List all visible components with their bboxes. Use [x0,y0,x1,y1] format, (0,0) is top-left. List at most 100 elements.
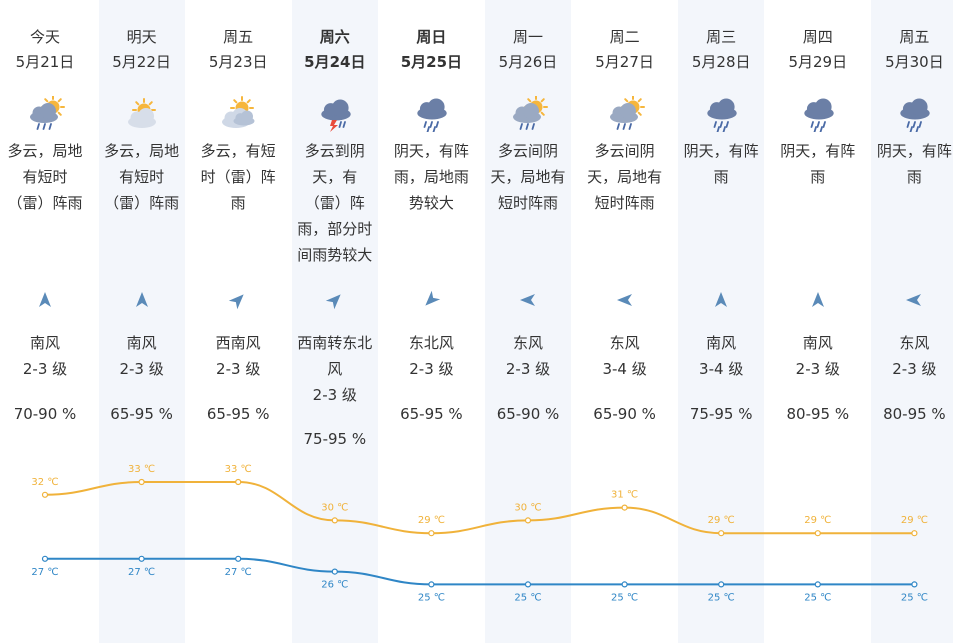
day-name: 周日 [416,28,447,46]
low-temp-point [911,581,918,588]
day-name: 周一 [512,28,543,46]
low-temp-label: 26 ℃ [321,580,348,591]
low-temp-point [235,555,242,562]
humidity: 65-90 % [496,405,560,423]
high-temp-label: 33 ℃ [225,464,252,475]
day-column: 今天 5月21日 多云，局地 有短时 （雷）阵雨 南风 2-3 级 70-90 % [2,0,88,643]
wind-direction-icon [616,294,632,306]
day-date: 5月30日 [885,53,944,71]
weather-description: 多云间阴 天，局地有 短时阵雨 [587,142,663,212]
day-date: 5月21日 [15,53,75,71]
day-column: 明天 5月22日多云，局地 有短时 （雷）阵雨南风 2-3 级 65-95 % [98,0,185,643]
high-temp-label: 29 ℃ [418,515,445,526]
wind-info: 南风 2-3 级 [119,334,164,378]
day-column: 周日 5月25日 阴天，有阵 雨，局地雨 势较大 东北风 2-3 级 65-95 % [388,0,474,643]
wind-direction-icon [39,292,51,307]
day-date: 5月29日 [788,53,848,71]
high-temp-point [911,530,918,537]
high-temp-point [331,517,338,524]
low-temp-line [45,557,915,586]
partly-cloudy-rain-icon [609,96,645,130]
low-temp-point [621,581,628,588]
weather-description: 阴天，有阵雨 [683,142,759,186]
low-temp-label: 25 ℃ [514,592,541,603]
day-date: 5月27日 [595,53,654,71]
weather-description: 阴天，有阵 雨，局地雨 势较大 [393,142,469,212]
partly-cloudy-sun-icon [127,98,156,128]
low-temp-point [331,568,338,575]
weather-description: 多云，有短 时（雷）阵雨 [200,142,276,212]
low-temp-point [718,581,725,588]
weather-description: 阴天，有阵雨 [876,142,952,186]
wind-info: 东风 3-4 级 [602,334,647,378]
humidity: 65-90 % [593,405,656,423]
day-column: 周一 5月26日 多云间阴 天，局地有 短时阵雨 东风 2-3 级 65-90 % [485,0,571,643]
low-temp-point [814,581,821,588]
high-temp-label: 33 ℃ [128,464,155,475]
day-name: 明天 [126,28,157,46]
low-temp-label: 27 ℃ [225,567,252,578]
humidity: 70-90 % [13,405,77,423]
day-name: 周六 [319,28,350,46]
day-date: 5月22日 [112,53,171,71]
low-temp-label: 25 ℃ [611,592,638,603]
wind-info: 南风 2-3 级 [795,334,840,378]
wind-info: 南风 3-4 级 [699,334,744,378]
weather-description: 阴天，有阵雨 [780,142,856,186]
high-temp-point [621,504,628,511]
low-temp-point [41,555,49,562]
high-temp-point [428,530,435,537]
humidity: 80-95 % [786,405,850,423]
day-column: 周四 5月29日阴天，有阵雨南风 2-3 级 80-95 % [775,0,861,643]
wind-direction-icon [520,294,535,306]
low-temp-point [524,581,532,588]
wind-direction-icon [715,292,728,307]
high-temp-label: 31 ℃ [611,490,638,501]
rain-cloud-icon [804,98,834,132]
day-name: 周五 [899,28,930,46]
high-temp-point [814,530,821,537]
wind-direction-icon [325,294,341,310]
day-name: 周三 [706,28,737,46]
wind-direction-icon [135,292,148,307]
wind-info: 东风 2-3 级 [505,334,551,378]
day-column: 周五 5月30日 阴天，有阵雨东风 2-3 级 80-95 % [871,0,953,643]
humidity: 65-95 % [400,405,463,423]
low-temp-label: 25 ℃ [708,592,735,603]
high-temp-point [524,517,532,524]
wind-direction-icon [425,290,441,306]
wind-info: 西南风 2-3 级 [215,334,261,378]
high-temp-label: 30 ℃ [321,502,348,513]
humidity: 75-95 % [303,430,367,448]
day-name: 周四 [802,28,833,46]
wind-direction-icon [228,294,244,310]
day-date: 5月26日 [498,53,558,71]
weather-description: 多云，局地 有短时 （雷）阵雨 [104,142,180,212]
humidity: 65-95 % [110,405,173,423]
humidity: 65-95 % [206,405,270,423]
day-date: 5月24日 [304,53,366,71]
sun-behind-cloud-icon [222,96,255,128]
wind-direction-icon [906,294,922,306]
partly-cloudy-thunder-rain-icon [30,96,65,130]
wind-direction-icon [811,292,824,307]
day-date: 5月23日 [208,53,268,71]
day-name: 周五 [223,28,254,46]
rain-cloud-icon [707,98,737,132]
low-temp-label: 25 ℃ [418,592,445,603]
weather-description: 多云，局地 有短时 （雷）阵雨 [7,142,83,212]
high-temp-point [138,478,145,486]
day-column: 周五 5月23日多云，有短 时（雷）阵雨西南风 2-3 级 65-95 % [195,0,281,643]
high-temp-label: 29 ℃ [804,515,831,526]
high-temp-point [718,530,725,537]
rain-cloud-icon [417,98,448,132]
day-column: 周六 5月24日 多云到阴 天，有 （雷）阵 雨，部分时 间雨势较大 西南转东北风 2-3 级 7… [291,0,378,643]
wind-info: 西南转东北风 2-3 级 [297,334,373,404]
thunderstorm-cloud-icon [321,99,351,132]
high-temp-label: 29 ℃ [901,515,928,526]
low-temp-label: 25 ℃ [901,592,928,603]
high-temp-label: 29 ℃ [708,515,735,526]
rain-cloud-icon [900,98,931,132]
wind-info: 南风 2-3 级 [22,334,68,378]
